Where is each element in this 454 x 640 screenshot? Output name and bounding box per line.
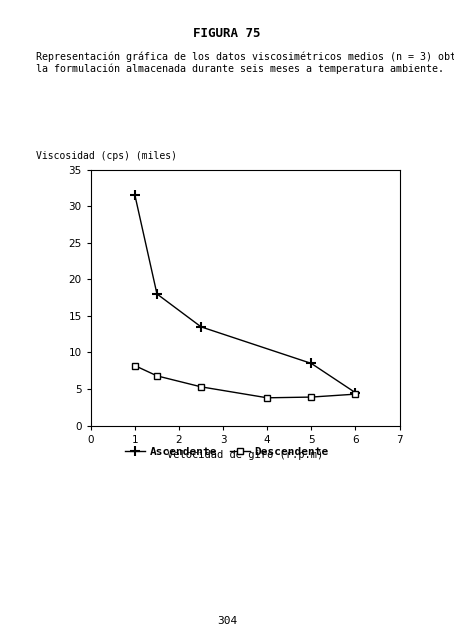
Text: Representación gráfica de los datos viscosimétricos medios (n = 3) obtenidos en: Representación gráfica de los datos visc… — [36, 51, 454, 61]
Descendente — [198, 383, 204, 390]
X-axis label: Velocidad de giro (r.p.m): Velocidad de giro (r.p.m) — [167, 450, 323, 460]
Text: la formulación almacenada durante seis meses a temperatura ambiente.: la formulación almacenada durante seis m… — [36, 64, 444, 74]
Ascendente — [132, 191, 138, 199]
Descendente — [353, 390, 358, 398]
Text: Viscosidad (cps) (miles): Viscosidad (cps) (miles) — [36, 151, 178, 161]
Ascendente — [198, 323, 204, 331]
Line: Ascendente: Ascendente — [130, 190, 360, 397]
Descendente — [154, 372, 160, 380]
Text: FIGURA 75: FIGURA 75 — [193, 27, 261, 40]
Descendente — [132, 362, 138, 369]
Ascendente — [353, 389, 358, 397]
Text: 304: 304 — [217, 616, 237, 626]
Ascendente — [309, 360, 314, 367]
Descendente — [309, 393, 314, 401]
Descendente — [265, 394, 270, 402]
Legend: Ascendente, Descendente: Ascendente, Descendente — [121, 442, 333, 461]
Ascendente — [154, 290, 160, 298]
Line: Descendente: Descendente — [132, 362, 359, 401]
